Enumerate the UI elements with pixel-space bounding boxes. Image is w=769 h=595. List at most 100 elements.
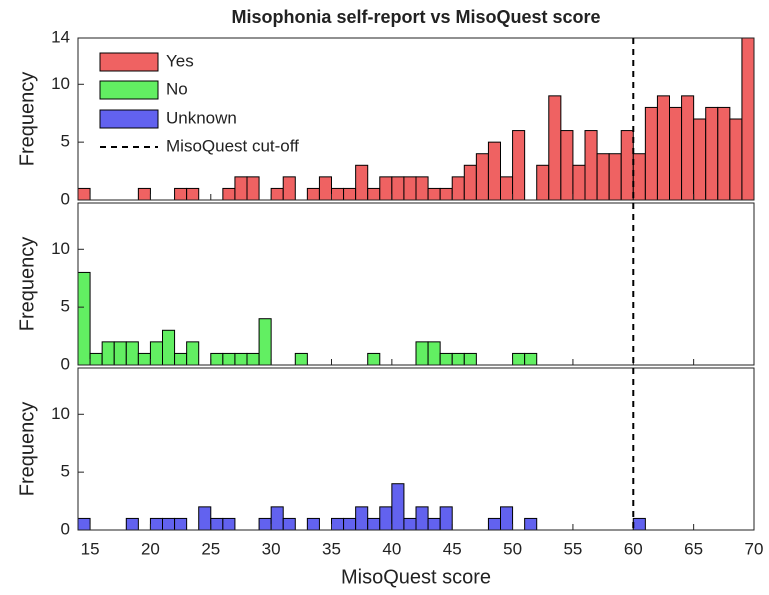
- histogram-bar: [403, 176, 417, 201]
- histogram-bar: [584, 130, 598, 201]
- y-tick-label: 0: [61, 519, 70, 538]
- histogram-bar: [391, 483, 405, 531]
- x-tick-label: 15: [81, 539, 100, 558]
- x-tick-label: 55: [563, 539, 582, 558]
- chart-title: Misophonia self-report vs MisoQuest scor…: [231, 7, 600, 27]
- histogram-bar: [512, 130, 526, 201]
- axes-frame: [77, 37, 755, 201]
- histogram-bar: [137, 187, 151, 201]
- x-tick-label: 35: [322, 539, 341, 558]
- y-tick-label: 5: [61, 462, 70, 481]
- x-tick-label: 25: [201, 539, 220, 558]
- histogram-bar: [318, 176, 332, 201]
- histogram-bar: [717, 106, 731, 201]
- histogram-bar: [403, 517, 417, 531]
- histogram-bar: [741, 37, 755, 201]
- histogram-bar: [125, 341, 139, 366]
- legend-swatch: [99, 52, 159, 72]
- histogram-bar: [427, 187, 441, 201]
- histogram-bar: [137, 352, 151, 366]
- histogram-bar: [210, 517, 224, 531]
- histogram-bar: [186, 187, 200, 201]
- histogram-bar: [427, 517, 441, 531]
- histogram-bar: [596, 153, 610, 201]
- x-tick-label: 40: [382, 539, 401, 558]
- histogram-bar: [475, 153, 489, 201]
- histogram-bar: [367, 352, 381, 366]
- histogram-bar: [524, 352, 538, 366]
- histogram-bar: [367, 187, 381, 201]
- histogram-bar: [162, 517, 176, 531]
- histogram-bar: [343, 517, 357, 531]
- histogram-bar: [258, 318, 272, 366]
- y-tick-label: 10: [51, 404, 70, 423]
- y-tick-label: 5: [61, 297, 70, 316]
- axes-frame: [77, 367, 755, 531]
- histogram-bar: [210, 352, 224, 366]
- y-tick-label: 0: [61, 354, 70, 373]
- histogram-bar: [729, 118, 743, 201]
- histogram-bar: [705, 106, 719, 201]
- y-tick-label: 5: [61, 132, 70, 151]
- x-tick-label: 65: [684, 539, 703, 558]
- histogram-bar: [463, 352, 477, 366]
- y-axis-title: Frequency: [16, 237, 38, 332]
- histogram-bar: [391, 176, 405, 201]
- histogram-bar: [77, 187, 91, 201]
- histogram-bar: [162, 329, 176, 366]
- histogram-bar: [174, 187, 188, 201]
- histogram-bar: [620, 130, 634, 201]
- histogram-bar: [415, 506, 429, 531]
- histogram-bar: [125, 517, 139, 531]
- histogram-bar: [258, 517, 272, 531]
- histogram-bar: [306, 517, 320, 531]
- histogram-bar: [234, 176, 248, 201]
- x-tick-label: 45: [443, 539, 462, 558]
- histogram-bar: [681, 95, 695, 201]
- y-axis-title: Frequency: [16, 72, 38, 167]
- histogram-bar: [524, 517, 538, 531]
- histogram-bar: [379, 176, 393, 201]
- x-tick-label: 50: [503, 539, 522, 558]
- y-tick-label: 10: [51, 74, 70, 93]
- x-tick-label: 30: [262, 539, 281, 558]
- histogram-bar: [415, 341, 429, 366]
- histogram-bar: [113, 341, 127, 366]
- histogram-bar: [355, 164, 369, 201]
- histogram-bar: [331, 187, 345, 201]
- y-tick-label: 10: [51, 239, 70, 258]
- histogram-bar: [355, 506, 369, 531]
- histogram-bar: [89, 352, 103, 366]
- axes-frame: [77, 202, 755, 366]
- y-tick-label: 14: [51, 27, 70, 46]
- histogram-bar: [149, 341, 164, 366]
- legend-label: Yes: [166, 51, 194, 70]
- histogram-bar: [270, 187, 284, 201]
- histogram-bar: [608, 153, 622, 201]
- histogram-bar: [439, 187, 453, 201]
- x-axis-title: MisoQuest score: [341, 566, 491, 588]
- histogram-bar: [331, 517, 345, 531]
- histogram-bar: [174, 517, 188, 531]
- histogram-bar: [198, 506, 212, 531]
- x-tick-label: 60: [624, 539, 643, 558]
- histogram-bar: [282, 176, 296, 201]
- histogram-bar: [487, 141, 501, 201]
- histogram-bar: [294, 352, 308, 366]
- histogram-bar: [270, 506, 284, 531]
- y-tick-label: 0: [61, 189, 70, 208]
- histogram-bar: [463, 164, 477, 201]
- histogram-bar: [234, 352, 248, 366]
- histogram-bar: [500, 506, 514, 531]
- histogram-bar: [439, 506, 453, 531]
- histogram-bar: [439, 352, 453, 366]
- histogram-bar: [149, 517, 164, 531]
- legend-swatch: [99, 109, 159, 129]
- x-tick-label: 20: [141, 539, 160, 558]
- histogram-bar: [77, 271, 91, 366]
- histogram-bar: [632, 153, 646, 201]
- histogram-bar: [282, 517, 296, 531]
- histogram-bar: [222, 187, 236, 201]
- histogram-bar: [487, 517, 501, 531]
